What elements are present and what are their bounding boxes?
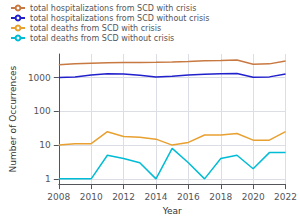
svg-text:2012: 2012 [112,192,135,202]
svg-text:total hospitalizations from SC: total hospitalizations from SCD without … [30,14,210,23]
svg-text:2020: 2020 [242,192,265,202]
svg-text:2014: 2014 [145,192,168,202]
svg-text:100: 100 [34,106,51,116]
svg-text:2016: 2016 [177,192,200,202]
svg-text:Number of Occurrences: Number of Occurrences [8,65,18,172]
svg-text:2008: 2008 [47,192,70,202]
svg-text:total hospitalizations from SC: total hospitalizations from SCD with cri… [30,4,196,13]
svg-text:1: 1 [45,174,51,184]
svg-text:total deaths from SCD with cri: total deaths from SCD with crisis [30,24,161,33]
svg-text:Year: Year [162,206,182,216]
svg-text:10: 10 [39,140,51,150]
svg-text:2010: 2010 [80,192,103,202]
svg-text:total deaths from SCD without: total deaths from SCD without crisis [30,34,174,43]
svg-text:1000: 1000 [28,73,51,83]
svg-text:2018: 2018 [209,192,232,202]
svg-text:2022: 2022 [274,192,297,202]
